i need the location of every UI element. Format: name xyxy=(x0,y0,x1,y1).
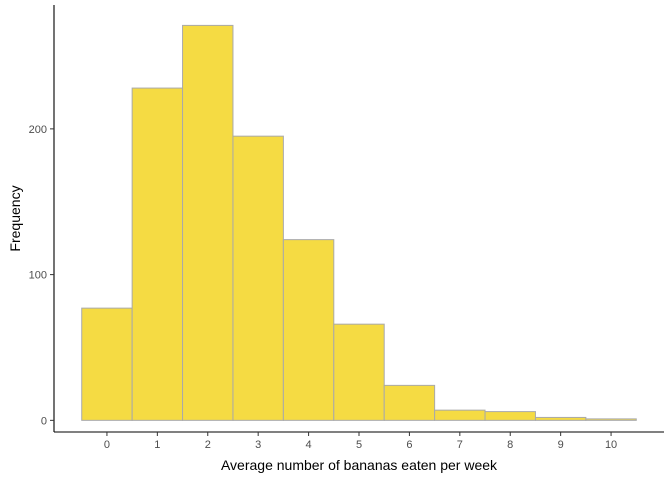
x-axis-tick-label: 2 xyxy=(205,439,211,451)
x-axis-tick-label: 0 xyxy=(104,439,110,451)
x-axis-tick-label: 8 xyxy=(507,439,513,451)
histogram-bar xyxy=(383,384,436,421)
y-axis-ticks: 0 100 200 xyxy=(29,124,54,427)
histogram-bar xyxy=(282,239,335,421)
x-axis-ticks: 0 1 2 3 4 5 6 7 8 9 10 xyxy=(104,432,617,451)
x-axis-tick-label: 5 xyxy=(356,439,362,451)
x-axis-tick-label: 4 xyxy=(306,439,312,451)
histogram-bar xyxy=(81,307,133,421)
histogram-bar xyxy=(434,409,486,421)
y-axis-title: Frequency xyxy=(7,185,23,251)
x-axis-title: Average number of bananas eaten per week xyxy=(221,457,498,473)
histogram-bar xyxy=(131,87,184,421)
histogram-bar xyxy=(484,411,536,421)
x-axis-tick-label: 7 xyxy=(457,439,463,451)
y-axis-tick-label: 100 xyxy=(29,270,47,282)
histogram-bar xyxy=(333,323,385,421)
x-axis-tick-label: 3 xyxy=(255,439,261,451)
x-axis-tick-label: 9 xyxy=(558,439,564,451)
histogram-bar xyxy=(182,24,234,421)
x-axis-tick-label: 6 xyxy=(406,439,412,451)
y-axis-tick-label: 200 xyxy=(29,124,47,136)
x-axis-tick-label: 10 xyxy=(605,439,617,451)
y-axis-tick-label: 0 xyxy=(41,415,47,427)
bars-group xyxy=(81,24,637,421)
histogram-bar xyxy=(534,416,587,421)
histogram-bar xyxy=(585,418,637,421)
x-axis-tick-label: 1 xyxy=(154,439,160,451)
histogram-bar xyxy=(232,135,284,421)
